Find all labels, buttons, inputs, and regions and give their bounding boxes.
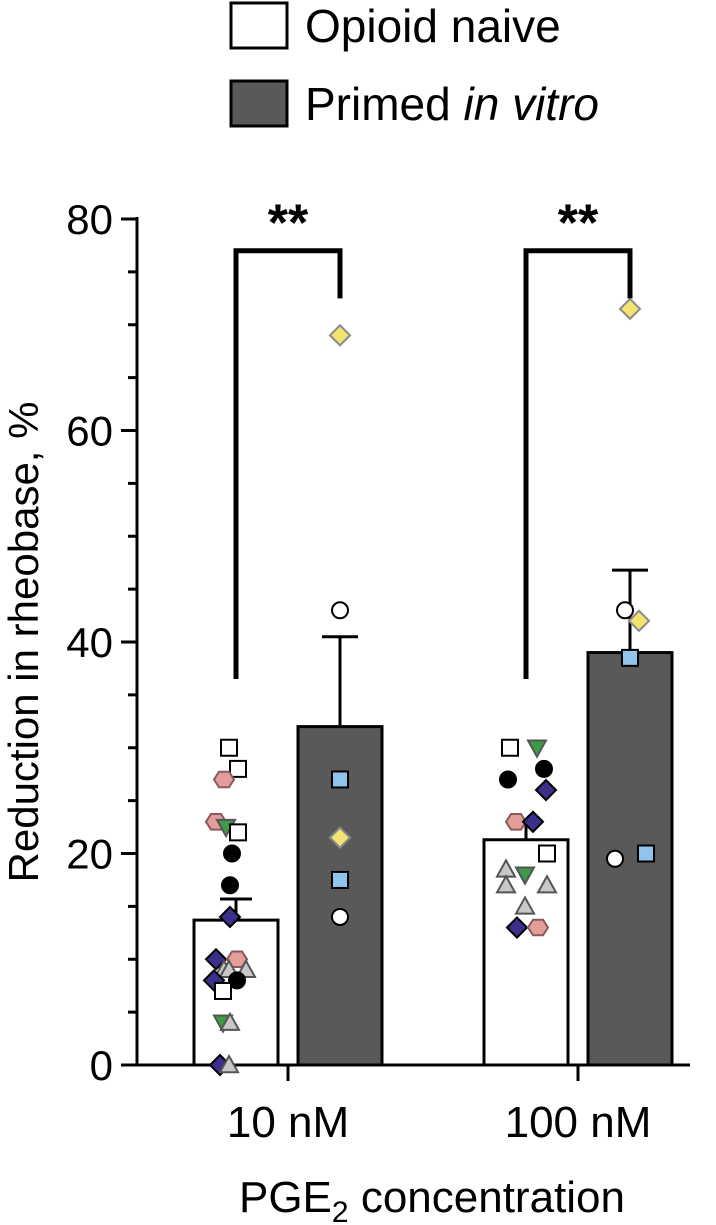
data-points xyxy=(202,297,655,1077)
y-tick-label: 20 xyxy=(66,831,113,878)
data-point-square xyxy=(229,759,247,778)
legend-swatch-primed xyxy=(229,79,289,128)
data-point-triangle xyxy=(218,1053,240,1074)
data-point-square xyxy=(501,738,519,757)
x-axis-title-subscript: 2 xyxy=(332,1196,349,1225)
legend-label-primed: Primed in vitro xyxy=(305,78,599,130)
data-point-diamond xyxy=(534,778,558,802)
data-point-hexagon xyxy=(504,813,528,831)
data-point-square xyxy=(637,844,655,863)
data-point-square xyxy=(331,870,349,889)
data-point-circle xyxy=(535,759,553,778)
data-point-square xyxy=(214,981,232,1000)
data-point-circle xyxy=(499,770,517,789)
data-point-square xyxy=(220,738,238,757)
data-point-circle xyxy=(223,844,241,863)
significance-label: ** xyxy=(268,195,309,253)
bars xyxy=(192,651,674,1067)
data-point-diamond xyxy=(627,609,651,633)
data-point-circle xyxy=(221,876,239,895)
data-point-triangle xyxy=(219,1011,241,1031)
legend: Opioid naive Primed in vitro xyxy=(229,0,599,130)
y-tick-label: 0 xyxy=(90,1042,113,1089)
y-tick-label: 80 xyxy=(66,196,113,243)
legend-label-primed-italic: in vitro xyxy=(463,78,598,130)
legend-label-primed-regular: Primed xyxy=(305,78,463,130)
significance-bracket xyxy=(523,248,633,680)
bar xyxy=(586,651,674,1067)
data-point-triangle-down xyxy=(514,866,536,886)
data-point-diamond xyxy=(328,323,352,347)
data-point-triangle xyxy=(514,895,536,915)
error-bars xyxy=(220,568,648,921)
x-axis-title: PGE2 concentration xyxy=(239,1173,625,1225)
data-point-diamond xyxy=(328,826,352,850)
significance-bracket xyxy=(233,248,343,680)
data-point-square xyxy=(331,770,349,789)
y-tick-label: 60 xyxy=(66,408,113,455)
data-point-circle xyxy=(228,971,246,990)
data-point-circle xyxy=(606,849,624,868)
y-axis-title: Reduction in rheobase, % xyxy=(0,402,47,883)
significance-label: ** xyxy=(558,195,599,253)
x-tick-label: 10 nM xyxy=(227,1098,349,1147)
y-tick-label: 40 xyxy=(66,619,113,666)
data-point-triangle-down xyxy=(526,739,548,759)
x-tick-label: 100 nM xyxy=(505,1098,652,1147)
x-axis-title-rest: concentration xyxy=(349,1173,625,1222)
legend-swatch-opioid-naive xyxy=(229,1,289,50)
significance-brackets: ** ** xyxy=(233,195,633,680)
data-point-square xyxy=(621,648,639,667)
data-point-square xyxy=(229,823,247,842)
data-point-diamond xyxy=(505,916,529,939)
data-point-diamond xyxy=(521,810,545,834)
data-point-circle xyxy=(331,601,349,620)
data-point-hexagon xyxy=(526,918,550,937)
data-point-triangle xyxy=(536,874,558,894)
data-point-diamond xyxy=(618,297,642,321)
x-tick-labels: 10 nM 100 nM xyxy=(227,1098,652,1147)
data-point-circle xyxy=(616,601,634,620)
data-point-square xyxy=(538,844,556,863)
bar xyxy=(192,918,280,1067)
x-axis-title-main: PGE xyxy=(239,1173,332,1222)
data-point-triangle xyxy=(495,874,517,894)
data-point-circle xyxy=(331,907,349,926)
data-point-diamond xyxy=(218,905,242,929)
data-point-hexagon xyxy=(212,770,236,789)
legend-label-opioid-naive: Opioid naive xyxy=(305,0,561,52)
